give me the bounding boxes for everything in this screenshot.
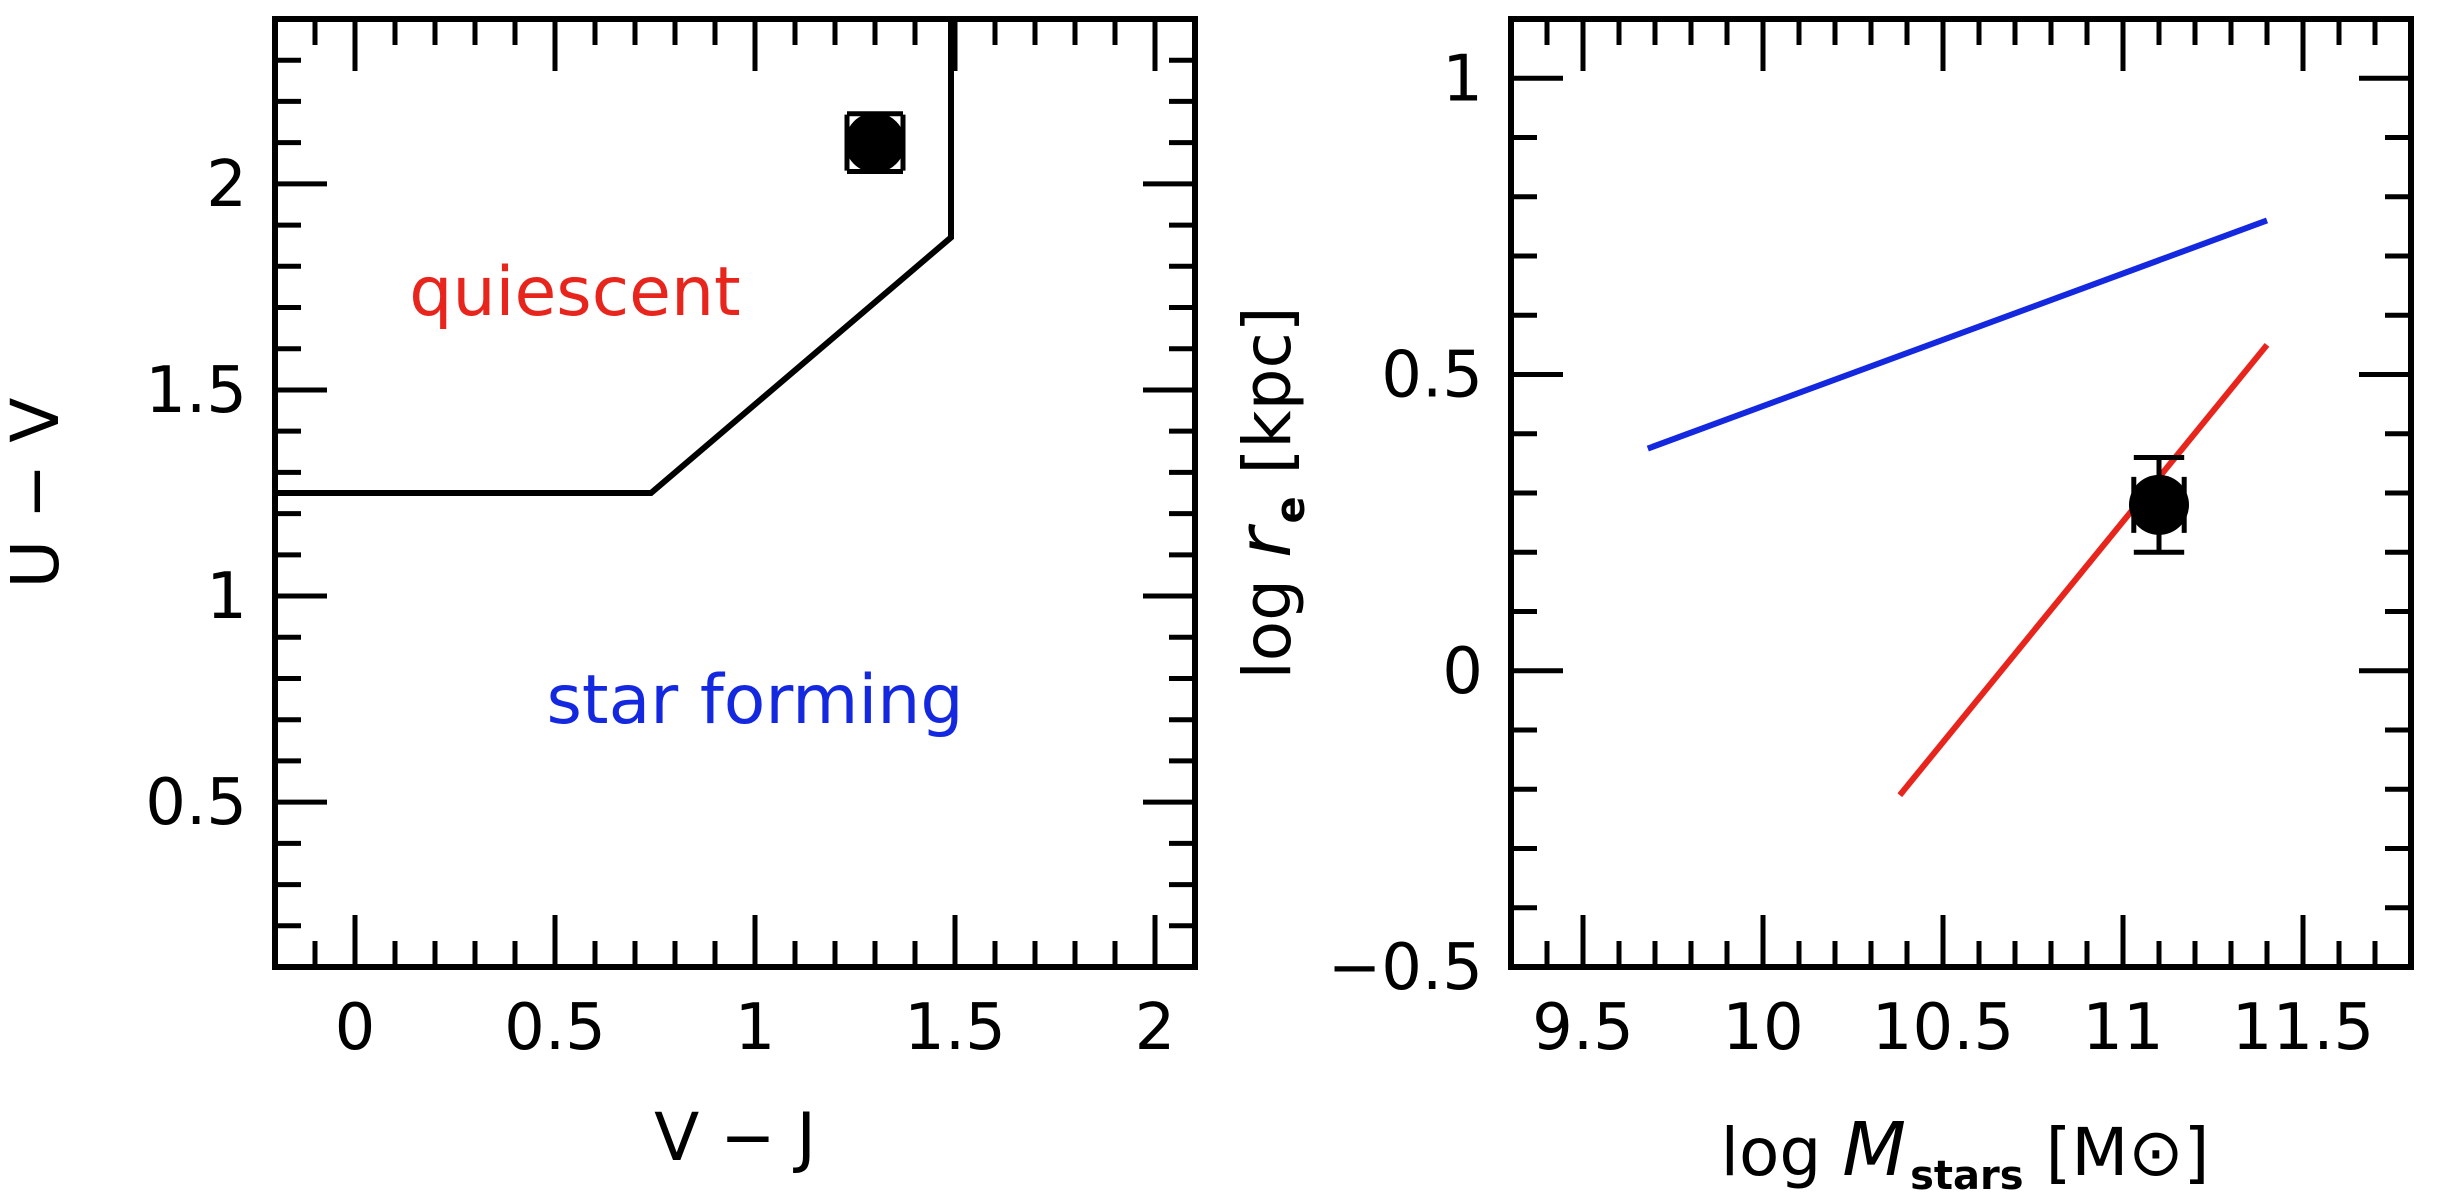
quiescent-selection-boundary [275,19,954,496]
right-plot-frame [1508,16,2414,970]
left-axis-ticks [272,16,1198,970]
x-tick-label: 11.5 [2232,991,2375,1065]
right-y-tick-labels: −0.5 0 0.5 1 [1328,42,1483,1005]
x-tick-label: 10.5 [1872,991,2015,1065]
right-x-label-var: M [1842,1107,1906,1193]
right-plot-data [1646,217,2270,798]
x-tick-label: 0.5 [504,991,606,1065]
x-tick-label: 0 [335,991,376,1065]
left-x-axis-label: V − J [654,1099,816,1176]
data-point-marker [845,112,905,173]
data-point-with-errorbars [844,111,906,175]
y-tick-label: 1 [1442,42,1483,116]
left-x-tick-labels: 0 0.5 1 1.5 2 [335,991,1176,1065]
left-y-axis-label: U − V [0,398,74,589]
y-tick-label: 2 [206,148,247,222]
right-y-axis-label: log re [kpc] [1222,306,1314,679]
y-tick-label: 0.5 [145,766,247,840]
left-y-tick-labels: 0.5 1 1.5 2 [145,148,247,840]
left-plot-frame [272,16,1198,970]
data-point-with-errorbars [2129,454,2189,555]
x-tick-label: 9.5 [1532,991,1634,1065]
quiescent-label: quiescent [409,253,740,332]
x-tick-label: 2 [1135,991,1176,1065]
y-tick-label: 1 [206,560,247,634]
right-x-label-prefix: log [1721,1114,1843,1191]
quiescent-relation-line [1897,342,2270,798]
star-forming-label: star forming [546,661,963,740]
y-tick-label: 0 [1442,635,1483,709]
right-x-label-unit: [M⊙] [2046,1114,2210,1191]
y-tick-label: 1.5 [145,354,247,428]
y-tick-label: 0.5 [1381,339,1483,413]
x-tick-label: 1.5 [904,991,1006,1065]
right-y-label-unit: [kpc] [1229,306,1306,474]
right-x-tick-labels: 9.5 10 10.5 11 11.5 [1532,991,2374,1065]
x-tick-label: 11 [2082,991,2163,1065]
x-tick-label: 1 [735,991,776,1065]
data-point-marker [2129,474,2189,535]
right-x-label-sub: stars [1910,1153,2023,1199]
right-y-label-sub: e [1268,496,1314,523]
star-forming-relation-line [1646,217,2269,452]
right-y-label-var: r [1222,523,1308,558]
panel-uvj-diagram: 0 0.5 1 1.5 2 0.5 1 1.5 2 quiescent star formin… [0,16,1198,1176]
x-tick-label: 10 [1722,991,1803,1065]
right-y-label-prefix: log [1229,558,1306,680]
left-plot-data [275,19,954,496]
y-tick-label: −0.5 [1328,931,1483,1005]
